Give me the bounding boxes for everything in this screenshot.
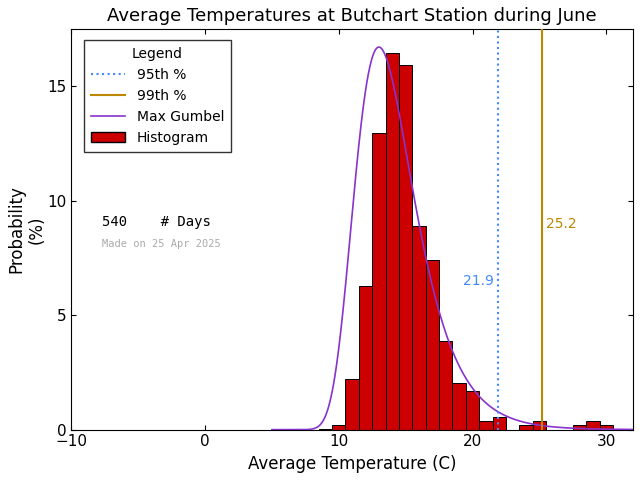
Bar: [332, 425, 346, 430]
Text: 540    # Days: 540 # Days: [102, 216, 211, 229]
Text: 21.9: 21.9: [463, 274, 494, 288]
Legend: 95th %, 99th %, Max Gumbel, Histogram: 95th %, 99th %, Max Gumbel, Histogram: [84, 40, 231, 152]
Bar: [439, 341, 452, 430]
Bar: [466, 391, 479, 430]
Bar: [399, 65, 412, 430]
Bar: [600, 425, 613, 430]
Text: Made on 25 Apr 2025: Made on 25 Apr 2025: [102, 240, 221, 250]
Bar: [452, 383, 466, 430]
Bar: [372, 133, 385, 430]
Bar: [586, 421, 600, 430]
Bar: [532, 421, 546, 430]
Title: Average Temperatures at Butchart Station during June: Average Temperatures at Butchart Station…: [108, 7, 597, 25]
Bar: [426, 260, 439, 430]
Bar: [412, 226, 426, 430]
X-axis label: Average Temperature (C): Average Temperature (C): [248, 455, 456, 473]
Y-axis label: Probability
(%): Probability (%): [7, 186, 45, 274]
Text: 25.2: 25.2: [546, 217, 577, 231]
Bar: [346, 379, 359, 430]
Bar: [319, 429, 332, 430]
Bar: [385, 53, 399, 430]
Bar: [359, 286, 372, 430]
Bar: [519, 425, 532, 430]
Bar: [573, 425, 586, 430]
Bar: [479, 421, 493, 430]
Bar: [493, 417, 506, 430]
